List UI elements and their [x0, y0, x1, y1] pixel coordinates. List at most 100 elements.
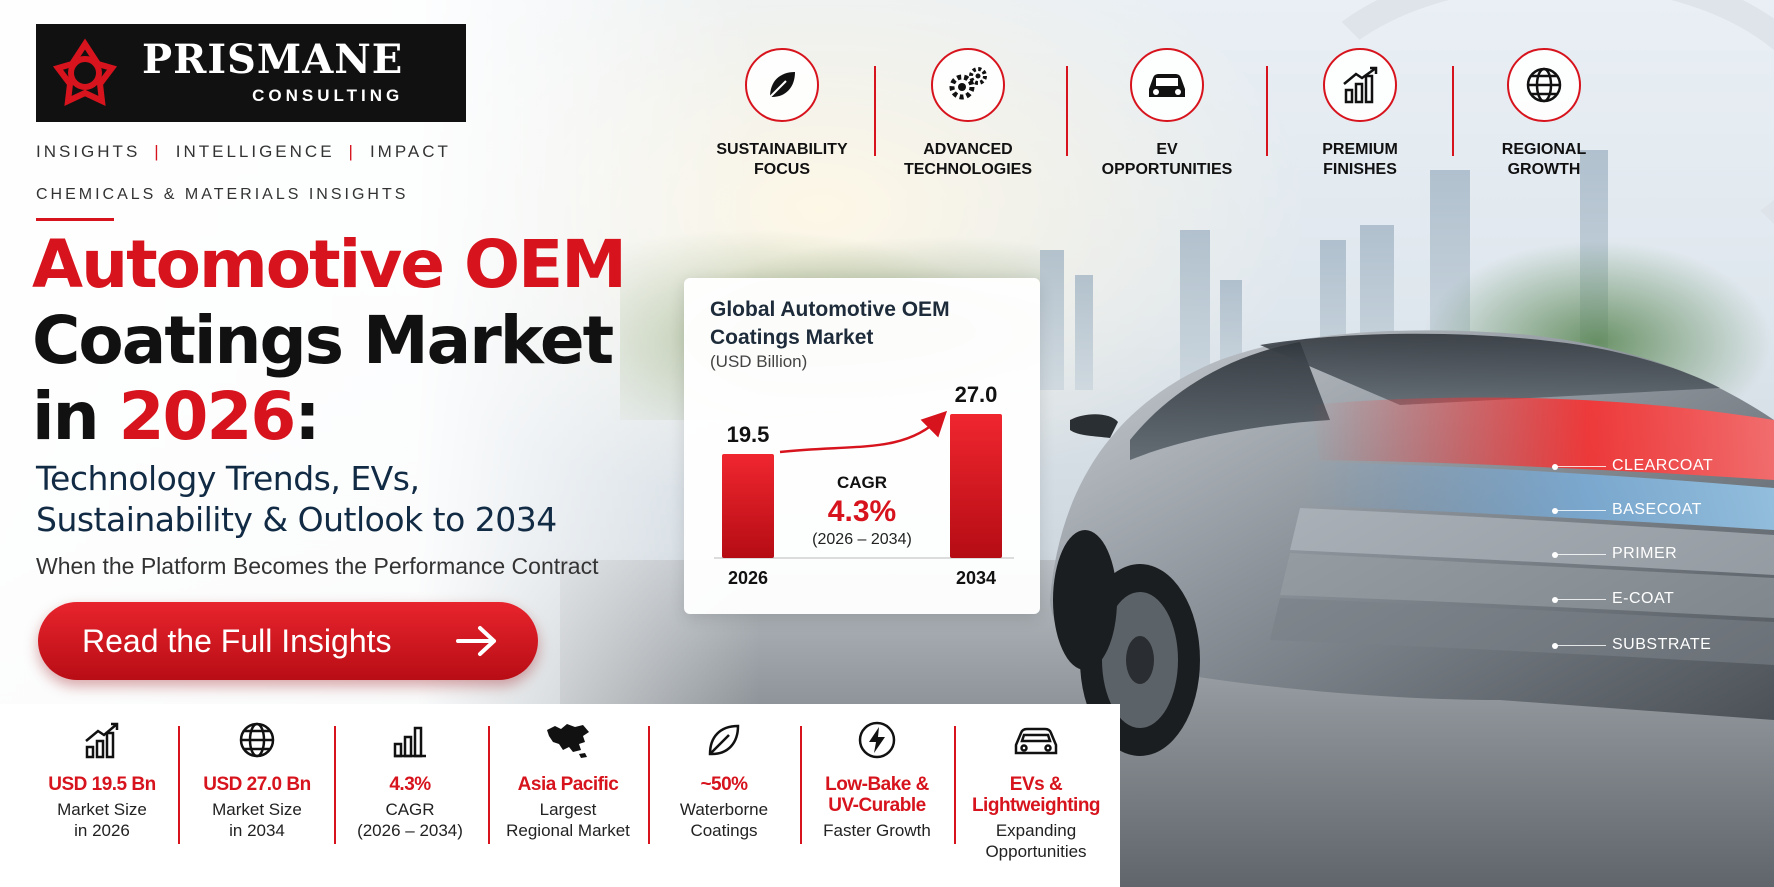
- headline-year: 2026: [118, 378, 297, 455]
- layer-primer: PRIMER: [1612, 545, 1678, 562]
- feature-label: SUSTAINABILITY FOCUS: [716, 141, 848, 178]
- subheadline-line-2: Sustainability & Outlook to 2034: [36, 500, 557, 539]
- stat-separator: [178, 726, 180, 844]
- tagline-separator: |: [154, 142, 162, 161]
- headline-line-3: in 2026:: [32, 384, 321, 450]
- brand-logo[interactable]: PRISMANE CONSULTING: [36, 24, 466, 122]
- headline-prefix: in: [32, 378, 119, 455]
- lightning-icon: [810, 718, 944, 762]
- chart-cagr-period: (2026 – 2034): [812, 531, 912, 548]
- brand-name: PRISMANE: [142, 36, 404, 83]
- layer-leader-line: [1556, 466, 1606, 467]
- stat-description: Market Size in 2034: [212, 800, 302, 840]
- brand-subtitle: CONSULTING: [252, 86, 404, 105]
- chart-value-label: 27.0: [955, 382, 998, 407]
- accent-rule: [36, 218, 114, 221]
- feature-premium-finishes: PREMIUM FINISHES: [1275, 48, 1445, 180]
- chart-unit: (USD Billion): [710, 352, 808, 371]
- feature-separator: [874, 66, 876, 156]
- feature-separator: [1266, 66, 1268, 156]
- feature-sustainability: SUSTAINABILITY FOCUS: [697, 48, 867, 180]
- bar-chart-icon: [344, 718, 476, 762]
- globe-icon: [188, 718, 326, 762]
- stat-description: CAGR (2026 – 2034): [357, 800, 463, 840]
- chart-title: Global Automotive OEM Coatings Market: [710, 298, 950, 349]
- stat-description: Expanding Opportunities: [985, 821, 1087, 861]
- stat-value: Low-Bake & UV-Curable: [825, 774, 929, 816]
- layer-substrate: SUBSTRATE: [1612, 636, 1712, 653]
- tagline-item: IMPACT: [369, 142, 451, 161]
- tagline-separator: |: [348, 142, 356, 161]
- layer-marker: [1552, 552, 1558, 558]
- leaf-icon: [745, 48, 819, 122]
- chart-bar: [722, 454, 774, 558]
- headline-line-2: Coatings Market: [32, 302, 614, 379]
- feature-label: PREMIUM FINISHES: [1322, 141, 1398, 178]
- stat-low-bake: Low-Bake & UV-Curable Faster Growth: [810, 718, 944, 841]
- strapline: When the Platform Becomes the Performanc…: [36, 553, 599, 579]
- stat-description: Market Size in 2026: [57, 800, 147, 840]
- feature-separator: [1066, 66, 1068, 156]
- growth-chart-icon: [1323, 48, 1397, 122]
- cta-label: Read the Full Insights: [82, 622, 392, 659]
- tagline: INSIGHTS | INTELLIGENCE | IMPACT: [36, 142, 451, 162]
- tagline-item: INTELLIGENCE: [175, 142, 335, 161]
- stat-value: USD 19.5 Bn: [48, 774, 156, 795]
- stat-separator: [954, 726, 956, 844]
- layer-leader-line: [1556, 510, 1606, 511]
- layer-leader-line: [1556, 645, 1606, 646]
- stat-separator: [800, 726, 802, 844]
- headline-line-1: Automotive OEM: [32, 226, 627, 303]
- layer-marker: [1552, 643, 1558, 649]
- layer-ecoat: E-COAT: [1612, 590, 1675, 607]
- layer-clearcoat: CLEARCOAT: [1612, 457, 1714, 474]
- stat-evs-lightweighting: EVs & Lightweighting Expanding Opportuni…: [960, 718, 1112, 862]
- chart-cagr-label: CAGR: [837, 473, 887, 492]
- gears-icon: [931, 48, 1005, 122]
- feature-ev-opportunities: EV OPPORTUNITIES: [1082, 48, 1252, 180]
- feature-advanced-technologies: ADVANCED TECHNOLOGIES: [883, 48, 1053, 180]
- feature-regional-growth: REGIONAL GROWTH: [1459, 48, 1629, 180]
- chart-bar: [950, 414, 1002, 558]
- layer-marker: [1552, 597, 1558, 603]
- feature-label: REGIONAL GROWTH: [1501, 141, 1587, 178]
- feature-separator: [1452, 66, 1454, 156]
- feature-label: EV OPPORTUNITIES: [1101, 141, 1233, 178]
- chart-category-label: 2034: [956, 568, 996, 588]
- stat-value: USD 27.0 Bn: [203, 774, 311, 795]
- headline-suffix: :: [294, 378, 320, 455]
- chart-cagr-value: 4.3%: [828, 495, 896, 528]
- car-icon: [1130, 48, 1204, 122]
- category-label: CHEMICALS & MATERIALS INSIGHTS: [36, 186, 409, 203]
- feature-label: ADVANCED TECHNOLOGIES: [903, 141, 1032, 178]
- stat-market-size-2026: USD 19.5 Bn Market Size in 2026: [34, 718, 170, 841]
- stat-value: ~50%: [700, 774, 748, 795]
- tagline-item: INSIGHTS: [36, 142, 141, 161]
- layer-leader-line: [1556, 554, 1606, 555]
- stat-separator: [488, 726, 490, 844]
- stat-separator: [648, 726, 650, 844]
- leaf-icon: [658, 718, 790, 762]
- stat-market-size-2034: USD 27.0 Bn Market Size in 2034: [188, 718, 326, 841]
- bar-chart-icon: [34, 718, 170, 762]
- skyline-building: [1040, 250, 1064, 390]
- layer-basecoat: BASECOAT: [1612, 501, 1702, 518]
- stat-description: Waterborne Coatings: [679, 800, 769, 840]
- stat-value: 4.3%: [389, 774, 431, 795]
- market-bar-chart: 19.5 2026 27.0 2034 CAGR 4.3% (2026 – 2034): [714, 382, 1014, 588]
- layer-marker: [1552, 508, 1558, 514]
- market-chart-card: Global Automotive OEM Coatings Market (U…: [684, 278, 1040, 614]
- stat-waterborne: ~50% Waterborne Coatings: [658, 718, 790, 841]
- stat-value: Asia Pacific: [517, 774, 619, 795]
- stat-cagr: 4.3% CAGR (2026 – 2034): [344, 718, 476, 841]
- chart-category-label: 2026: [728, 568, 768, 588]
- read-full-insights-button[interactable]: Read the Full Insights: [38, 602, 538, 680]
- stat-asia-pacific: Asia Pacific Largest Regional Market: [498, 718, 638, 841]
- chart-value-label: 19.5: [727, 422, 770, 447]
- stat-description: Faster Growth: [823, 821, 931, 840]
- globe-icon: [1507, 48, 1581, 122]
- stat-value: EVs & Lightweighting: [971, 774, 1101, 816]
- stat-separator: [334, 726, 336, 844]
